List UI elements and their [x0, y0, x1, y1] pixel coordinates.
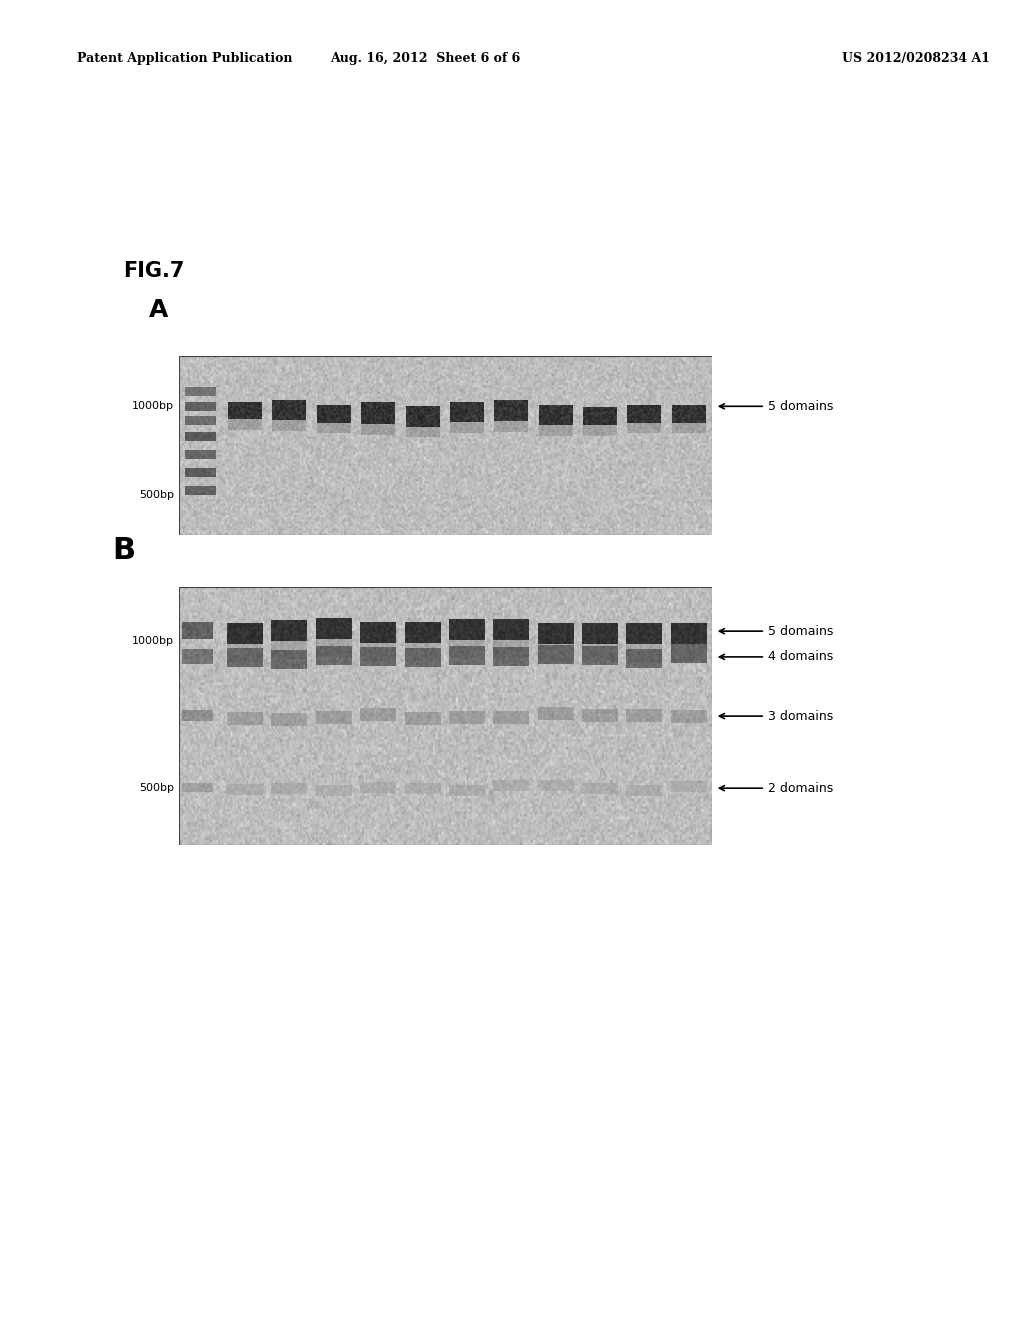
Text: Aug. 16, 2012  Sheet 6 of 6: Aug. 16, 2012 Sheet 6 of 6 — [330, 51, 520, 65]
Text: 500bp: 500bp — [139, 491, 174, 500]
Text: 1000bp: 1000bp — [132, 636, 174, 647]
Text: Patent Application Publication: Patent Application Publication — [77, 51, 292, 65]
Text: 500bp: 500bp — [139, 783, 174, 793]
Text: 1000bp: 1000bp — [132, 401, 174, 412]
Text: 3 domains: 3 domains — [720, 710, 834, 722]
Text: 5 domains: 5 domains — [720, 400, 834, 413]
Text: B: B — [113, 536, 136, 565]
Text: FIG.7: FIG.7 — [123, 260, 184, 281]
Text: US 2012/0208234 A1: US 2012/0208234 A1 — [843, 51, 990, 65]
Text: 5 domains: 5 domains — [720, 624, 834, 638]
Text: 2 domains: 2 domains — [720, 781, 834, 795]
Text: A: A — [148, 298, 168, 322]
Text: 4 domains: 4 domains — [720, 651, 834, 664]
